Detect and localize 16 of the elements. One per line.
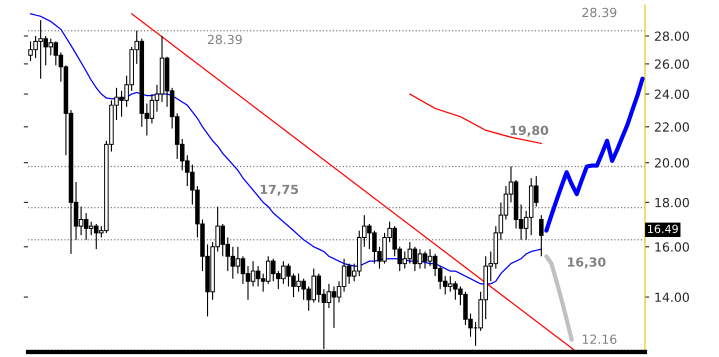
candlestick <box>539 214 544 257</box>
y-tick-label: 20.00 <box>654 158 689 168</box>
text: 16.49 <box>648 224 678 234</box>
y-tick-label: 24.00 <box>654 90 689 99</box>
ref-line-label: 19,80 <box>510 126 548 137</box>
y-tick-label: 22.00 <box>654 122 689 132</box>
annotation: 28.39 <box>208 34 242 44</box>
y-tick-label: 18.00 <box>655 198 689 208</box>
ref-line-label: 16,30 <box>568 257 606 268</box>
ref-line-label: 28.39 <box>582 8 616 18</box>
ref-line-label: 17,75 <box>260 184 298 196</box>
y-tick-label: 26.00 <box>654 59 689 69</box>
y-tick-label: 14.00 <box>655 292 689 302</box>
y-tick-label: 16.00 <box>655 242 689 252</box>
y-tick-label: 28.00 <box>654 31 689 41</box>
ref-line-label: 12.16 <box>582 334 616 344</box>
